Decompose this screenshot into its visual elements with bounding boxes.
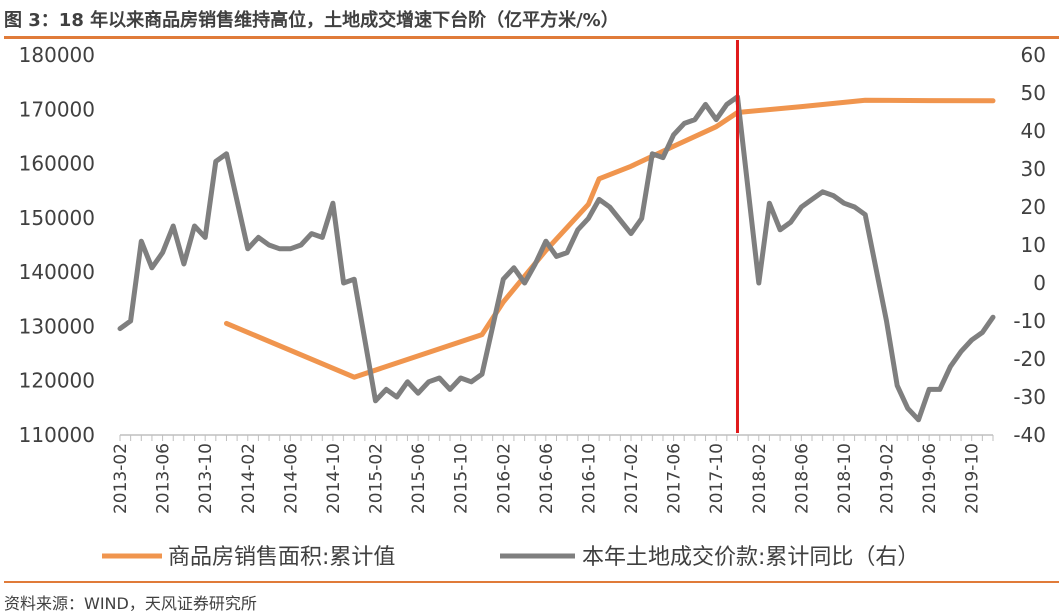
- title-divider: [4, 36, 1059, 39]
- right-tick-label: 0: [1033, 271, 1046, 295]
- x-tick-label: 2014-10: [324, 443, 344, 514]
- right-tick-label: 10: [1021, 233, 1046, 257]
- left-tick-label: 180000: [19, 43, 95, 67]
- chart: 110000 120000 130000 140000 150000 160000 1700…: [19, 40, 1046, 570]
- right-tick-label: 30: [1021, 157, 1046, 181]
- x-tick-label: 2015-10: [452, 443, 472, 514]
- chart-title: 图 3：18 年以来商品房销售维持高位，土地成交增速下台阶（亿平方米/%）: [4, 10, 619, 31]
- right-tick-label: 40: [1021, 119, 1046, 143]
- x-tick-label: 2016-02: [494, 443, 514, 514]
- x-tick-label: 2018-06: [792, 443, 812, 514]
- x-tick-label: 2016-06: [537, 443, 557, 514]
- x-tick-label: 2015-06: [409, 443, 429, 514]
- legend: 商品房销售面积:累计值 本年土地成交价款:累计同比（右）: [102, 545, 919, 570]
- x-tick-label: 2013-10: [196, 443, 216, 514]
- series-line-sales-area: [224, 97, 996, 380]
- left-tick-label: 160000: [19, 152, 95, 176]
- x-tick-label: 2016-10: [579, 443, 599, 514]
- right-tick-label: -10: [1013, 309, 1046, 333]
- x-tick-label: 2015-02: [367, 443, 387, 514]
- series-line-land-price-yoy: [117, 94, 996, 423]
- x-tick-label: 2014-02: [239, 443, 259, 514]
- left-tick-label: 150000: [19, 206, 95, 230]
- left-tick-label: 130000: [19, 314, 95, 338]
- source-note: 资料来源：WIND，天风证券研究所: [4, 594, 257, 613]
- x-tick-label: 2017-06: [665, 443, 685, 514]
- x-tick-label: 2013-06: [154, 443, 174, 514]
- x-tick-label: 2014-06: [281, 443, 301, 514]
- legend-orange-label: 商品房销售面积:累计值: [168, 545, 395, 570]
- x-axis-ticks: 2013-02 2013-06 2013-10 2014-02 2014-06 2014-…: [111, 435, 994, 514]
- left-tick-label: 120000: [19, 369, 95, 393]
- right-tick-label: -30: [1013, 385, 1046, 409]
- left-tick-label: 170000: [19, 97, 95, 121]
- right-tick-label: 60: [1021, 43, 1046, 67]
- x-tick-label: 2013-02: [111, 443, 131, 514]
- x-tick-label: 2019-02: [878, 443, 898, 514]
- right-tick-label: 20: [1021, 195, 1046, 219]
- right-tick-label: 50: [1021, 81, 1046, 105]
- right-axis-ticks: -40 -30 -20 -10 0 10 20 30 40 50 60: [1013, 43, 1046, 447]
- source-divider: [4, 581, 1059, 583]
- x-tick-label: 2018-02: [750, 443, 770, 514]
- left-axis-ticks: 110000 120000 130000 140000 150000 160000 1700…: [19, 43, 95, 447]
- left-tick-label: 110000: [19, 423, 95, 447]
- legend-gray-label: 本年土地成交价款:累计同比（右）: [582, 545, 919, 570]
- left-tick-label: 140000: [19, 260, 95, 284]
- right-tick-label: -20: [1013, 347, 1046, 371]
- x-tick-label: 2019-06: [920, 443, 940, 514]
- x-tick-label: 2019-10: [963, 443, 983, 514]
- right-tick-label: -40: [1013, 423, 1046, 447]
- x-tick-label: 2017-10: [707, 443, 727, 514]
- x-tick-label: 2018-10: [835, 443, 855, 514]
- series-layer: [117, 40, 996, 433]
- x-tick-label: 2017-02: [622, 443, 642, 514]
